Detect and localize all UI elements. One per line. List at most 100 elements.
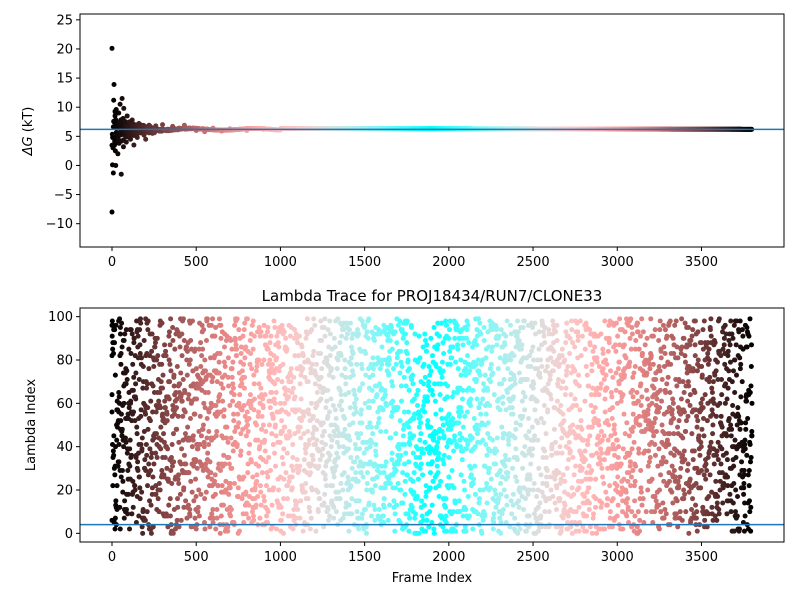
- lambda-point: [432, 450, 438, 456]
- lambda-point: [393, 468, 399, 473]
- lambda-point: [314, 403, 320, 408]
- lambda-point: [276, 368, 282, 374]
- lambda-point: [588, 392, 594, 398]
- lambda-point: [326, 517, 332, 523]
- lambda-point: [612, 452, 618, 458]
- lambda-point: [530, 487, 536, 493]
- lambda-point: [140, 530, 146, 536]
- lambda-point: [406, 424, 412, 430]
- lambda-point: [345, 478, 351, 484]
- lambda-point: [214, 515, 220, 521]
- lambda-point: [629, 446, 635, 452]
- lambda-point: [498, 481, 504, 486]
- lambda-point: [699, 426, 705, 432]
- lambda-point: [382, 387, 388, 393]
- lambda-point: [626, 470, 632, 476]
- lambda-point: [290, 442, 296, 447]
- lambda-point: [648, 316, 654, 322]
- lambda-point: [297, 381, 303, 387]
- lambda-point: [110, 448, 116, 454]
- lambda-point: [694, 465, 700, 471]
- lambda-point: [476, 500, 482, 506]
- lambda-point: [598, 457, 604, 463]
- lambda-point: [236, 420, 242, 426]
- lambda-point: [155, 496, 161, 502]
- lambda-point: [628, 483, 634, 489]
- lambda-point: [298, 396, 304, 402]
- lambda-point: [160, 385, 166, 391]
- lambda-point: [700, 416, 706, 421]
- lambda-point: [656, 446, 662, 452]
- lambda-point: [467, 403, 473, 408]
- lambda-point: [440, 457, 446, 463]
- lambda-point: [424, 394, 430, 400]
- lambda-point: [310, 413, 316, 419]
- lambda-point: [638, 485, 644, 491]
- lambda-point: [705, 361, 711, 367]
- lambda-point: [443, 318, 449, 324]
- lambda-point: [200, 346, 206, 352]
- lambda-point: [593, 476, 599, 482]
- lambda-point: [457, 444, 463, 450]
- lambda-point: [232, 322, 238, 328]
- lambda-point: [239, 407, 245, 413]
- lambda-point: [661, 515, 667, 521]
- lambda-point: [279, 455, 285, 460]
- lambda-point: [412, 331, 418, 337]
- lambda-point: [507, 322, 513, 328]
- lambda-point: [327, 513, 333, 519]
- lambda-point: [682, 457, 688, 463]
- lambda-point: [418, 461, 424, 467]
- lambda-point: [369, 387, 375, 393]
- lambda-point: [231, 418, 237, 424]
- lambda-point: [218, 322, 224, 328]
- lambda-point: [513, 420, 519, 426]
- lambda-point: [314, 426, 320, 432]
- lambda-point: [359, 366, 365, 372]
- lambda-point: [184, 344, 190, 350]
- lambda-point: [487, 366, 493, 372]
- lambda-point: [222, 344, 228, 350]
- lambda-point: [447, 348, 453, 354]
- lambda-point: [406, 366, 412, 372]
- lambda-point: [422, 439, 428, 445]
- lambda-point: [147, 418, 153, 424]
- lambda-point: [572, 396, 578, 402]
- lambda-point: [263, 429, 269, 434]
- lambda-point: [591, 511, 597, 517]
- delta-g-y-axis-label: ΔG (kT): [21, 107, 36, 157]
- lambda-point: [662, 327, 668, 333]
- lambda-point: [124, 368, 130, 374]
- lambda-point: [272, 400, 278, 406]
- lambda-point: [566, 457, 572, 463]
- lambda-point: [671, 431, 677, 437]
- lambda-point: [322, 333, 328, 339]
- lambda-point: [234, 316, 240, 322]
- lambda-point: [170, 338, 176, 343]
- lambda-point: [402, 491, 408, 497]
- lambda-point: [669, 411, 675, 417]
- lambda-point: [113, 322, 119, 328]
- lambda-point: [636, 346, 642, 352]
- lambda-point: [703, 461, 709, 467]
- lambda-point: [300, 528, 306, 534]
- lambda-point: [330, 403, 336, 408]
- lambda-point: [339, 333, 345, 339]
- lambda-point: [152, 340, 158, 346]
- lambda-point: [613, 348, 619, 354]
- lambda-point: [575, 338, 581, 343]
- lambda-point: [259, 361, 265, 367]
- lambda-point: [612, 431, 618, 437]
- lambda-point: [599, 437, 605, 443]
- lambda-point: [119, 344, 125, 350]
- lambda-point: [617, 316, 623, 322]
- lambda-point: [476, 405, 482, 411]
- lambda-point: [187, 513, 193, 519]
- lambda-point: [576, 372, 582, 378]
- lambda-point: [658, 509, 664, 515]
- lambda-point: [704, 524, 710, 530]
- lambda-point: [650, 333, 656, 339]
- lambda-point: [650, 520, 656, 525]
- lambda-point: [436, 333, 442, 339]
- lambda-point: [657, 327, 663, 333]
